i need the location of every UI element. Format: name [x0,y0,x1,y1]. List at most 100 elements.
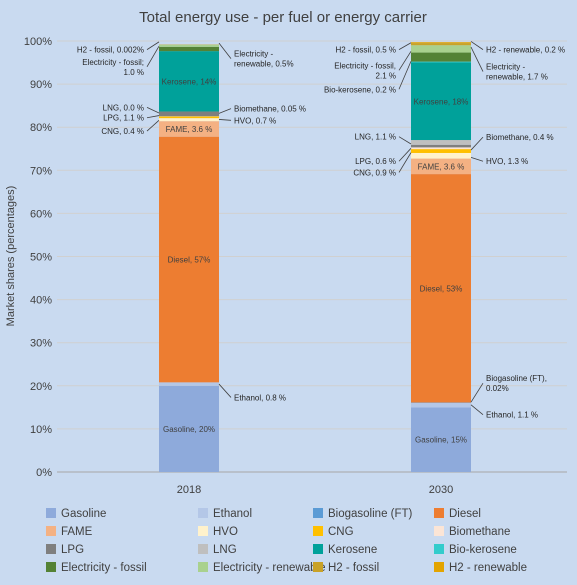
segment-label: Kerosene, 18% [414,97,469,106]
x-tick-label: 2018 [177,484,201,496]
legend-swatch [46,562,56,572]
leader-line [146,45,160,68]
legend-label: Electricity - renewable [213,562,325,574]
legend-label: LNG [213,544,237,556]
annotation-label: H2 - fossil, 0.5 % [336,46,396,55]
legend-swatch [434,526,444,536]
legend-item: Electricity - renewable [198,562,325,574]
bar-segment-fame [411,158,471,175]
legend-label: Gasoline [61,508,106,520]
annotation-label: Biomethane, 0.4 % [486,133,554,142]
legend-label: Biogasoline (FT) [328,508,413,520]
annotation-label: HVO, 1.3 % [486,157,528,166]
legend-item: LPG [46,544,84,556]
annotation-label: HVO, 0.7 % [234,116,276,125]
segment-label: FAME, 3.6 % [418,162,465,171]
y-axis-ticks: 0% 10% 20% 30% 40% 50% 60% 70% 80% 90% 100% [24,36,52,479]
annotation-label: Bio-kerosene, 0.2 % [324,85,396,94]
annotation-label: Electricity -renewable, 1.7 % [486,63,548,82]
annotation-label: H2 - renewable, 0.2 % [486,46,565,55]
bar-segment-electricity-renewable [411,45,471,53]
y-axis-label: Market shares (percentages) [5,186,17,327]
legend-item: FAME [46,526,93,538]
legend-item: Kerosene [313,544,377,556]
leader-line [398,42,412,50]
bar-segment-gasoline [159,385,219,472]
annotation-label: Ethanol, 0.8 % [234,393,286,402]
leader-line [218,119,232,121]
legend-item: Electricity - fossil [46,562,147,574]
segment-label: FAME, 3.6 % [166,125,213,134]
y-tick-label: 0% [36,467,52,479]
legend-item: Biogasoline (FT) [313,508,413,520]
leader-line [146,120,160,132]
x-axis-ticks: 2018 2030 [177,484,453,496]
legend-swatch [313,562,323,572]
legend-label: LPG [61,544,84,556]
legend-label: H2 - fossil [328,562,379,574]
legend-label: Electricity - fossil [61,562,147,574]
annotations: Ethanol, 0.8 % CNG, 0.4 % LPG, 1.1 % LNG, 0… [77,41,565,420]
legend-label: Bio-kerosene [449,544,517,556]
legend-swatch [434,508,444,518]
bar-segment-diesel [159,136,219,383]
legend-swatch [46,526,56,536]
bar-segment-fame [159,121,219,137]
leader-line [146,115,160,119]
legend-swatch [198,544,208,554]
legend-label: Biomethane [449,526,510,538]
chart-title: Total energy use - per fuel or energy ca… [139,9,427,26]
annotation-label: LPG, 1.1 % [103,114,144,123]
leader-line [398,51,412,71]
legend-item: Gasoline [46,508,106,520]
legend-item: Bio-kerosene [434,544,517,556]
legend-swatch [46,508,56,518]
leader-line [470,136,484,151]
bar-segment-diesel [411,174,471,403]
annotation-label: Electricity -renewable, 0.5% [234,50,294,69]
bar-segment-kerosene [411,62,471,141]
leader-line [398,148,412,162]
leader-line [146,41,160,50]
y-tick-label: 80% [30,122,52,134]
legend-label: CNG [328,526,354,538]
annotation-label: H2 - fossil, 0.002% [77,46,144,55]
legend-item: Diesel [434,508,481,520]
legend-swatch [313,526,323,536]
bar-segment-electricity-renewable [159,44,219,47]
legend-label: H2 - renewable [449,562,527,574]
bar-segment-lng [411,140,471,145]
annotation-label: LNG, 1.1 % [355,133,396,142]
gridlines [57,40,567,473]
leader-line [398,136,412,145]
bar-segment-hvo [159,118,219,122]
segment-label: Gasoline, 20% [163,425,215,434]
x-tick-label: 2030 [429,484,453,496]
leader-line [398,152,412,173]
leader-line [398,61,412,90]
segment-label: Diesel, 57% [168,256,211,265]
legend-swatch [198,526,208,536]
legend-label: Ethanol [213,508,252,520]
annotation-label: CNG, 0.4 % [101,127,144,136]
leader-line [470,156,484,162]
y-tick-label: 60% [30,208,52,220]
legend-item: LNG [198,544,237,556]
leader-line [470,46,484,72]
annotation-label: LNG, 0.0 % [103,103,144,112]
leader-line [470,404,484,415]
leader-line [218,383,232,398]
legend-swatch [198,508,208,518]
bar-segment-h2-fossil [411,43,471,46]
annotation-label: CNG, 0.9 % [353,168,396,177]
y-tick-label: 50% [30,252,52,264]
legend-item: H2 - fossil [313,562,379,574]
legend-swatch [198,562,208,572]
legend-swatch [434,544,444,554]
bar-segment-hvo [411,152,471,159]
legend-item: Ethanol [198,508,252,520]
legend-swatch [313,508,323,518]
bar-segment-biomethane [411,147,471,150]
y-tick-label: 40% [30,295,52,307]
